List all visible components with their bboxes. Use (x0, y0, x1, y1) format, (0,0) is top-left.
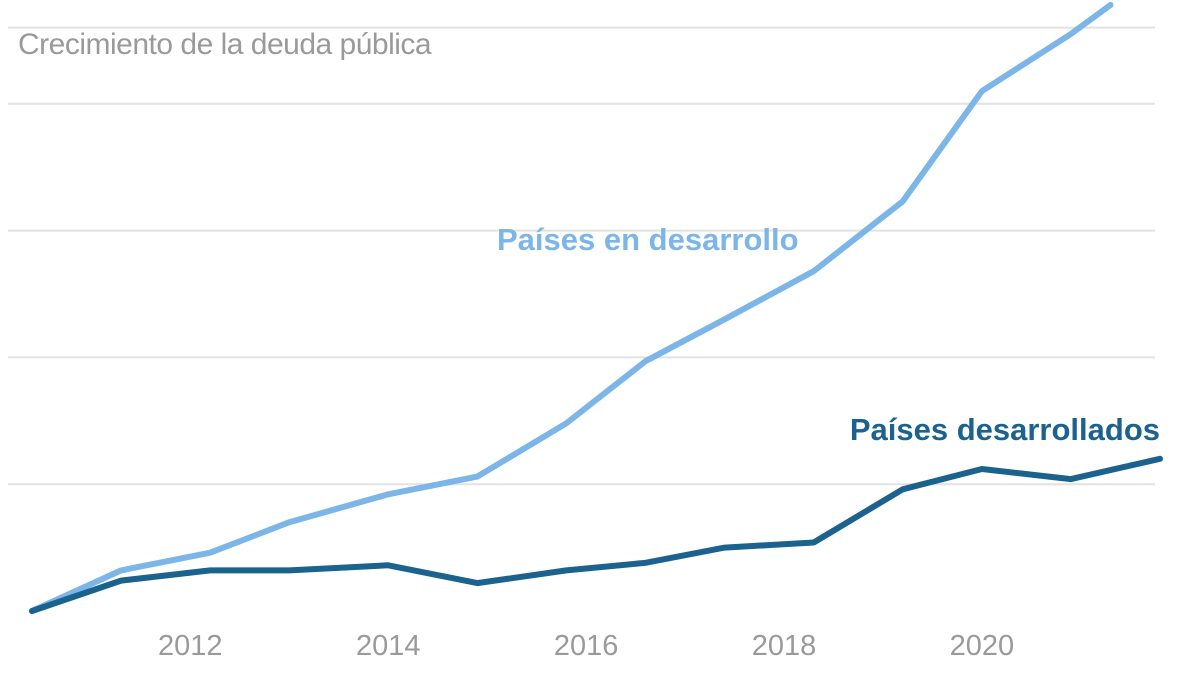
x-tick-label: 2020 (950, 630, 1015, 662)
series-line-paises-en-desarrollo (29, 1, 1114, 614)
gridlines (8, 26, 1155, 486)
series-line-paises-desarrollados (29, 455, 1163, 614)
x-tick-label: 2018 (752, 630, 817, 662)
x-tick-label: 2014 (356, 630, 421, 662)
x-tick-label: 2016 (554, 630, 619, 662)
chart-title: Crecimiento de la deuda pública (18, 28, 432, 61)
series-labels: Países en desarrollo Países desarrollados (497, 222, 1160, 447)
series-label: Países en desarrollo (497, 222, 799, 257)
series-label: Países desarrollados (850, 412, 1160, 447)
x-tick-label: 2012 (158, 630, 223, 662)
series-lines (29, 1, 1163, 614)
x-axis-ticks: 2012 2014 2016 2018 2020 (158, 630, 1014, 662)
